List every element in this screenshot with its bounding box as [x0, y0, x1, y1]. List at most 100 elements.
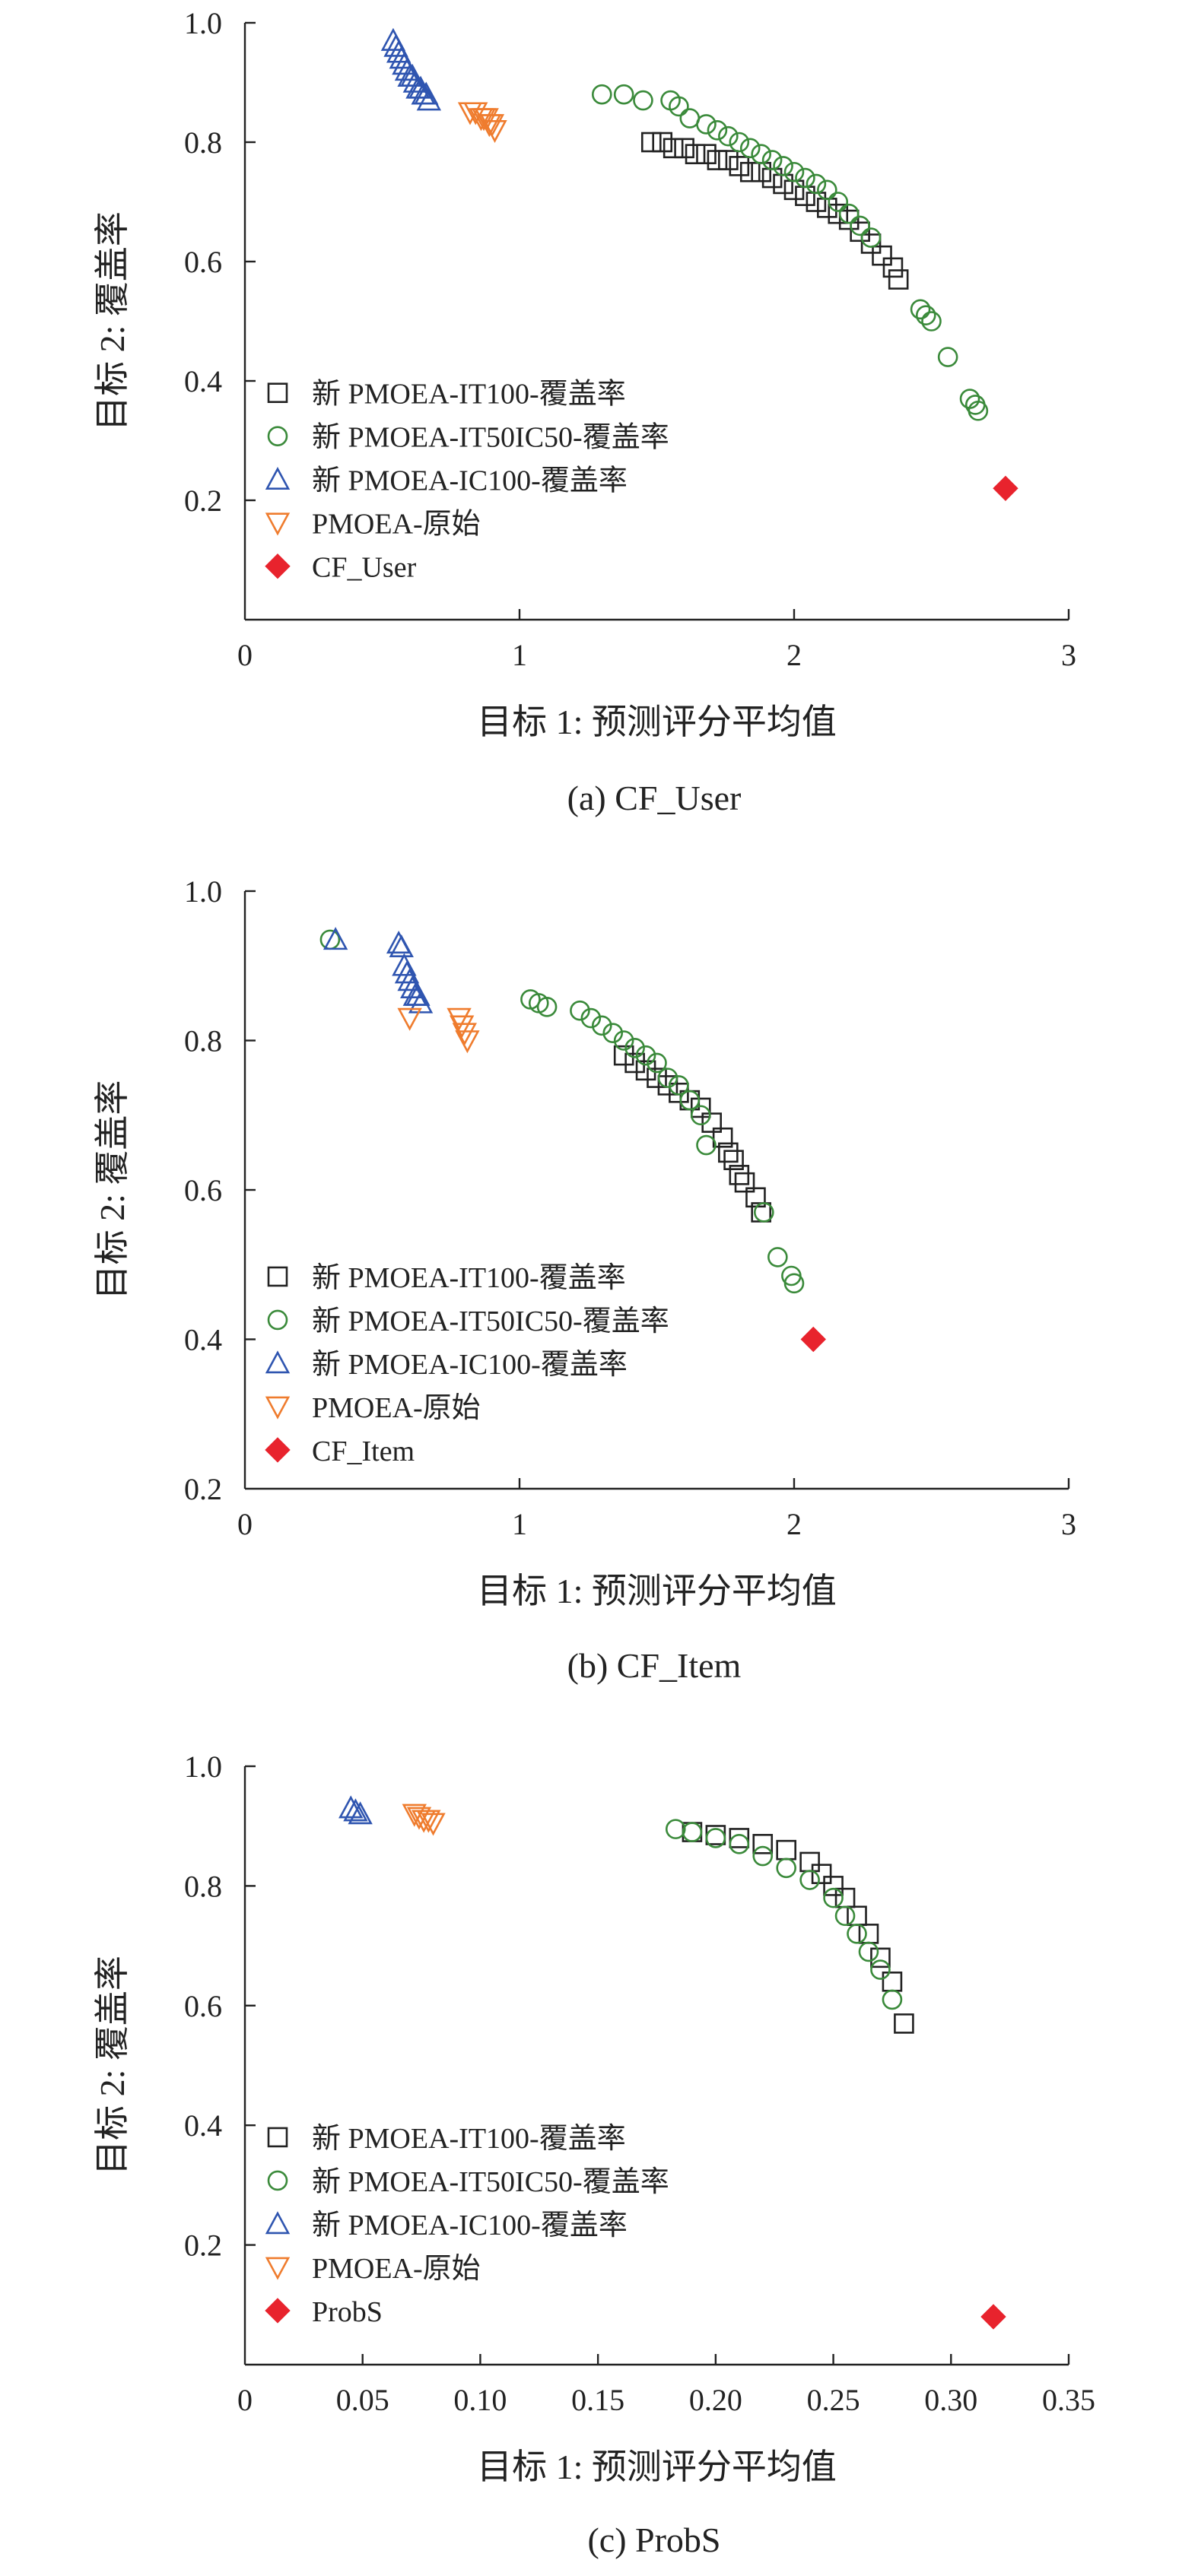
x-tick-label: 3 — [1061, 1507, 1076, 1541]
series-it100 — [640, 132, 909, 290]
x-tick-label: 1 — [512, 1507, 527, 1541]
x-axis-label: 目标 1: 预测评分平均值 — [477, 1572, 837, 1610]
data-point — [624, 1052, 645, 1074]
data-point — [838, 203, 860, 224]
data-point — [773, 156, 793, 176]
data-point — [817, 179, 837, 201]
data-point — [834, 1905, 856, 1927]
x-tick-label: 0.15 — [571, 2383, 624, 2417]
data-point — [806, 173, 827, 195]
y-tick-label: 0.2 — [184, 2229, 222, 2263]
data-point — [767, 1247, 788, 1267]
data-point — [783, 179, 805, 201]
x-tick-label: 0.20 — [689, 2383, 742, 2417]
data-point — [921, 311, 942, 332]
data-point — [657, 1068, 678, 1088]
chart-caption: (a) CF_User — [567, 779, 742, 817]
data-point — [392, 953, 417, 976]
data-point — [828, 203, 849, 224]
data-point — [635, 1045, 656, 1066]
legend-marker-it50ic50 — [267, 1309, 288, 1331]
series-baseline — [993, 475, 1018, 502]
data-point — [679, 1090, 701, 1111]
data-point — [729, 1165, 750, 1185]
data-point — [696, 144, 717, 164]
data-point — [707, 150, 728, 170]
data-point — [968, 400, 989, 421]
data-point — [718, 125, 739, 147]
legend-marker-it50ic50 — [267, 426, 288, 447]
series-it100 — [682, 1822, 914, 2034]
data-point — [882, 1972, 903, 1992]
data-point — [753, 1202, 774, 1223]
data-point — [421, 1813, 446, 1836]
data-point — [591, 84, 612, 105]
data-point — [647, 1068, 667, 1088]
data-point — [397, 968, 422, 991]
data-point — [783, 161, 805, 182]
legend-marker-original — [265, 512, 291, 536]
data-point — [761, 150, 783, 170]
data-point — [729, 156, 750, 176]
data-point — [723, 1150, 744, 1170]
data-point — [734, 1172, 755, 1193]
series-it100 — [613, 1045, 771, 1223]
data-point — [850, 221, 870, 243]
legend-label: PMOEA-原始 — [312, 1392, 481, 1424]
data-point — [718, 1142, 739, 1163]
data-point — [872, 245, 892, 266]
legend-marker-it100 — [267, 382, 288, 404]
legend-label: 新 PMOEA-IT100-覆盖率 — [312, 1262, 626, 1294]
y-tick-label: 1.0 — [184, 874, 222, 909]
data-point — [602, 1023, 624, 1043]
x-tick-label: 0.10 — [453, 2383, 507, 2417]
series-original — [397, 1007, 480, 1054]
data-point — [690, 1105, 711, 1126]
y-tick-label: 0.6 — [184, 245, 222, 279]
data-point — [669, 1075, 689, 1096]
data-point — [405, 982, 431, 1006]
data-point — [450, 1015, 475, 1039]
data-point — [838, 209, 860, 230]
x-axis-label: 目标 1: 预测评分平均值 — [477, 2448, 837, 2486]
x-tick-label: 1 — [512, 638, 527, 672]
data-point — [536, 996, 558, 1017]
data-point — [657, 1075, 678, 1096]
data-point — [910, 299, 931, 320]
data-point — [773, 173, 793, 195]
legend-label: 新 PMOEA-IT100-覆盖率 — [312, 2123, 626, 2155]
data-point — [712, 1127, 733, 1148]
data-point — [894, 2013, 914, 2034]
data-point — [669, 1082, 689, 1103]
data-point — [850, 215, 870, 236]
legend-marker-ic100 — [265, 466, 291, 490]
legend-label: 新 PMOEA-IC100-覆盖率 — [312, 1349, 628, 1381]
data-point — [870, 1947, 891, 1968]
y-axis-label: 目标 2: 覆盖率 — [93, 1080, 132, 1300]
data-point — [408, 990, 434, 1014]
series-original — [457, 102, 507, 144]
data-point — [752, 1845, 774, 1867]
legend-label: 新 PMOEA-IT50IC50-覆盖率 — [312, 2166, 669, 2198]
data-point — [882, 257, 904, 278]
data-point — [701, 1112, 723, 1133]
y-axis-label: 目标 2: 覆盖率 — [93, 1956, 132, 2175]
legend-label: PMOEA-原始 — [312, 2253, 481, 2285]
data-point — [652, 132, 673, 153]
data-point — [882, 1989, 903, 2010]
y-tick-label: 0.4 — [184, 2108, 222, 2143]
y-tick-label: 0.8 — [184, 1024, 222, 1058]
y-tick-label: 0.4 — [184, 1323, 222, 1357]
legend-label: ProbS — [312, 2296, 383, 2328]
data-point — [729, 132, 750, 153]
legend-marker-it100 — [267, 2127, 288, 2148]
data-point — [729, 1828, 750, 1848]
data-point — [847, 1924, 867, 1944]
series-it50ic50 — [591, 84, 989, 421]
x-tick-label: 2 — [786, 638, 802, 672]
y-tick-label: 0.2 — [184, 484, 222, 518]
data-point — [776, 1839, 796, 1861]
